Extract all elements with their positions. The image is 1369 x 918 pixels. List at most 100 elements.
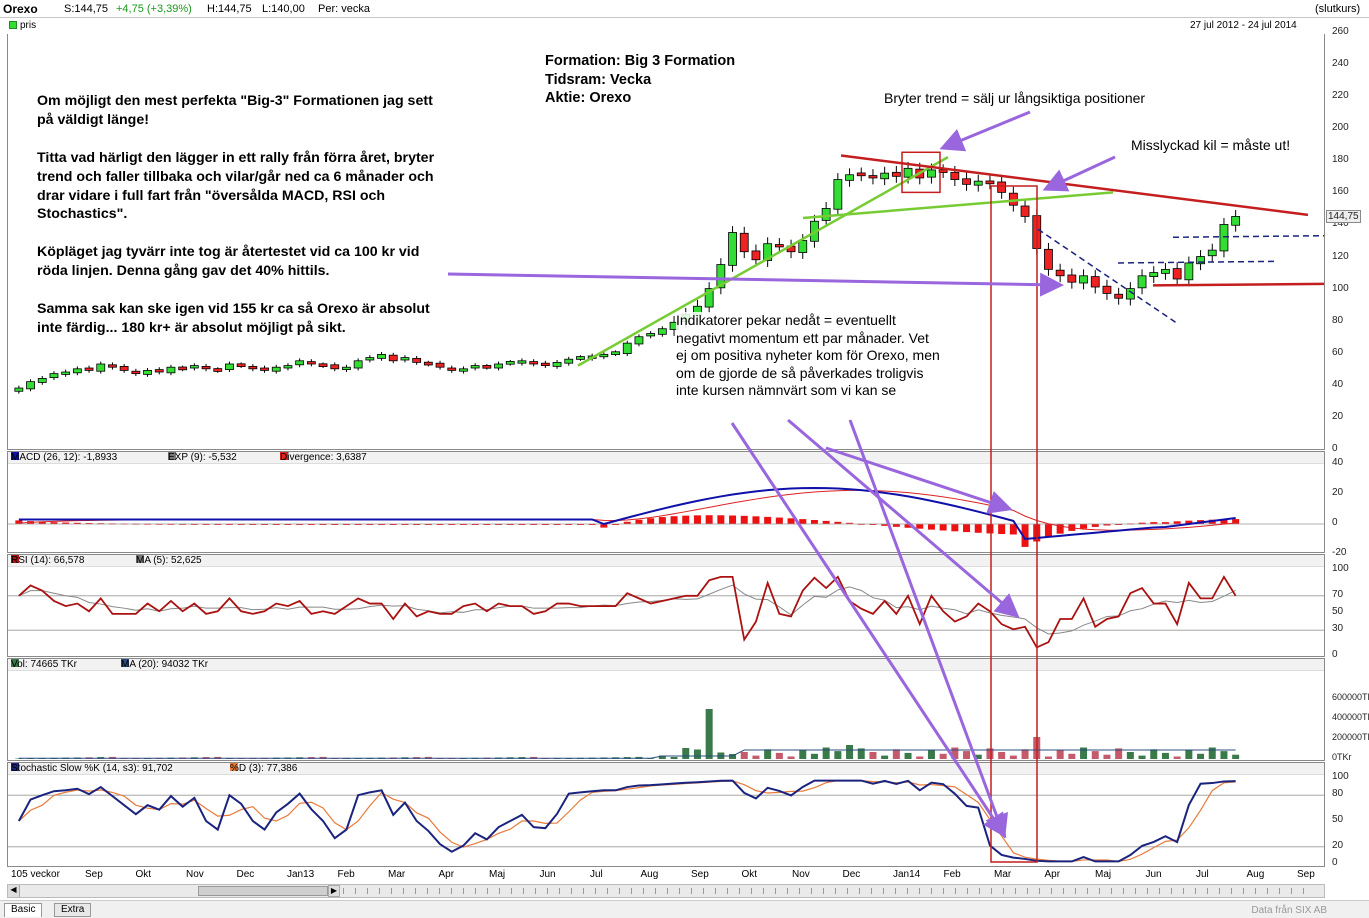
divergence-bar bbox=[1044, 524, 1052, 538]
date-range: 27 jul 2012 - 24 jul 2014 bbox=[1190, 20, 1297, 31]
divergence-bar bbox=[424, 523, 432, 525]
volume-y-axis: 600000TKr 400000TKr 200000TKr 0TKr bbox=[1326, 658, 1369, 762]
divergence-bar bbox=[436, 523, 444, 525]
volume-bar bbox=[1208, 747, 1216, 759]
candle bbox=[494, 363, 503, 369]
volume-bar bbox=[1068, 753, 1076, 759]
y-tick: 140 bbox=[1332, 218, 1349, 230]
macd-y-axis: 40 20 0 -20 bbox=[1326, 451, 1369, 558]
candle bbox=[540, 362, 550, 367]
divergence-bar bbox=[1056, 524, 1064, 534]
symbol: Orexo bbox=[3, 2, 38, 16]
macd-plot bbox=[8, 486, 1324, 547]
tab-basic[interactable]: Basic bbox=[4, 903, 43, 917]
stochastic-y-axis: 100 80 50 20 0 bbox=[1326, 762, 1369, 868]
candle bbox=[447, 367, 457, 371]
settings-icon[interactable]: ⚙ bbox=[1324, 555, 1325, 566]
price-plot bbox=[14, 151, 1324, 394]
candle bbox=[1172, 268, 1182, 280]
divergence-bar bbox=[787, 518, 795, 524]
y-tick: 160 bbox=[1332, 186, 1349, 198]
close-icon[interactable]: ✕ bbox=[1324, 555, 1325, 566]
volume-bar bbox=[670, 757, 678, 759]
y-tick: 0TKr bbox=[1332, 752, 1352, 762]
volume-bar bbox=[834, 751, 842, 759]
volume-bar bbox=[881, 755, 889, 759]
candle bbox=[704, 288, 714, 308]
candle bbox=[1137, 275, 1147, 289]
y-tick: 200 bbox=[1332, 122, 1349, 134]
divergence-bar bbox=[506, 523, 514, 525]
candle bbox=[400, 357, 410, 361]
x-tick: Mar bbox=[388, 869, 406, 880]
candle bbox=[950, 171, 960, 180]
time-scrollbar[interactable]: ◀ ▶ bbox=[7, 884, 1325, 898]
divergence-bar bbox=[647, 518, 655, 524]
divergence-bar bbox=[612, 524, 620, 525]
price-chart[interactable] bbox=[7, 34, 1325, 450]
candle bbox=[260, 367, 269, 371]
candle bbox=[166, 366, 176, 374]
candle bbox=[634, 336, 644, 345]
x-tick: Dec bbox=[842, 869, 861, 880]
divergence-bar bbox=[623, 521, 631, 524]
candle bbox=[1067, 274, 1077, 283]
candle bbox=[880, 172, 890, 180]
y-tick: 240 bbox=[1332, 58, 1349, 70]
volume-bar bbox=[682, 748, 690, 759]
settings-icon[interactable]: ⚙ bbox=[1324, 452, 1325, 463]
volume-bar bbox=[1080, 747, 1088, 759]
divergence-bar bbox=[951, 524, 959, 532]
volume-bar bbox=[1173, 756, 1181, 759]
settings-icon[interactable]: ⚙ bbox=[1324, 659, 1325, 670]
break-trend-note: Bryter trend = sälj ur långsiktiga posit… bbox=[884, 90, 1146, 106]
data-source: Data från SIX AB bbox=[1251, 905, 1327, 916]
macd-line bbox=[18, 486, 1236, 541]
divergence-bar bbox=[576, 523, 584, 525]
tab-extra[interactable]: Extra bbox=[54, 903, 92, 917]
divergence-bar bbox=[963, 524, 971, 533]
green-trendline bbox=[577, 156, 949, 367]
y-tick: 20 bbox=[1332, 487, 1344, 498]
divergence-bar bbox=[518, 523, 526, 525]
candle bbox=[798, 240, 808, 253]
volume-pane[interactable]: Vol: 74665 TKr MA (20): 94032 TKr ⚙✕ bbox=[7, 658, 1325, 761]
y-tick: 80 bbox=[1332, 788, 1344, 800]
divergence-bar bbox=[670, 516, 678, 524]
candle bbox=[353, 360, 363, 369]
volume-bar bbox=[963, 751, 971, 759]
low: L:140,00 bbox=[262, 3, 305, 15]
divergence-bar bbox=[658, 517, 666, 524]
volume-bar bbox=[916, 756, 924, 759]
close-mode: (slutkurs) bbox=[1315, 3, 1361, 15]
macd-pane[interactable]: MACD (26, 12): -1,8933 EXP (9): -5,532 D… bbox=[7, 451, 1325, 553]
rsi-line bbox=[18, 575, 1237, 649]
candle bbox=[599, 353, 609, 358]
high: H:144,75 bbox=[207, 3, 252, 15]
divergence-bar bbox=[904, 524, 912, 528]
divergence-bar bbox=[1161, 522, 1169, 524]
candle bbox=[611, 351, 620, 355]
scroll-right-button[interactable]: ▶ bbox=[328, 885, 340, 897]
volume-bar bbox=[740, 752, 748, 759]
x-tick: Nov bbox=[186, 869, 204, 880]
volume-bar bbox=[904, 752, 912, 759]
close-icon[interactable]: ✕ bbox=[1324, 452, 1325, 463]
y-tick: 400000TKr bbox=[1332, 712, 1369, 722]
candle bbox=[1032, 215, 1042, 249]
close-icon[interactable]: ✕ bbox=[1324, 659, 1325, 670]
volume-bar bbox=[1103, 754, 1111, 759]
settings-icon[interactable]: ⚙ bbox=[1324, 763, 1325, 774]
scroll-left-button[interactable]: ◀ bbox=[8, 885, 20, 897]
close-icon[interactable]: ✕ bbox=[1324, 763, 1325, 774]
x-tick: Aug bbox=[1246, 869, 1265, 880]
x-axis: 105 veckor Sep Okt Nov Dec Jan13 Feb Mar Apr Maj… bbox=[0, 867, 1369, 883]
candle bbox=[728, 232, 737, 266]
rsi-pane[interactable]: RSI (14): 66,578 MA (5): 52,625 ⚙✕ bbox=[7, 554, 1325, 657]
candle bbox=[423, 361, 433, 366]
candle bbox=[61, 371, 71, 375]
x-tick: Aug bbox=[640, 869, 659, 880]
stochastic-pane[interactable]: Stochastic Slow %K (14, s3): 91,702 %D (… bbox=[7, 762, 1325, 867]
scroll-thumb[interactable] bbox=[198, 886, 328, 896]
candle bbox=[517, 360, 527, 364]
